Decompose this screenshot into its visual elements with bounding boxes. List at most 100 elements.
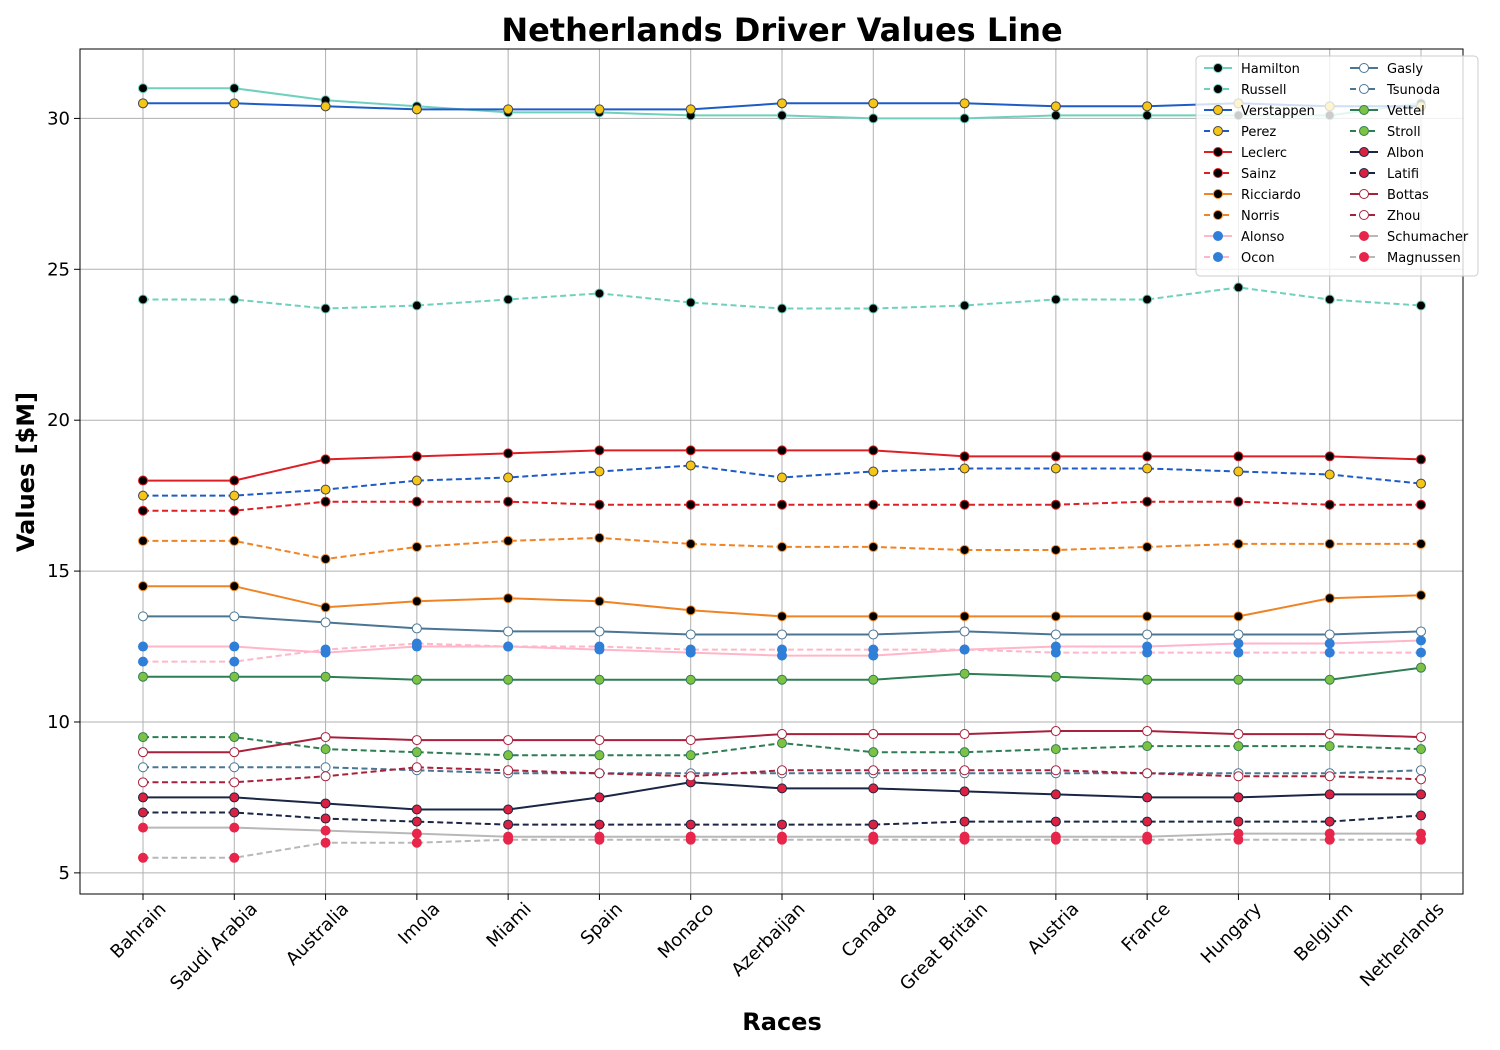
point-gasly-netherlands: [1416, 626, 1426, 637]
point-vettel-imola: [411, 674, 422, 685]
point-perez-canada: [868, 466, 879, 477]
point-magnussen-imola: [411, 837, 422, 848]
point-bottas-great-britain: [959, 729, 970, 740]
series-norris: [138, 532, 1426, 565]
point-ocon-austria: [1050, 647, 1061, 658]
legend-swatch-marker-ricciardo: [1213, 189, 1223, 199]
point-ricciardo-belgium: [1324, 593, 1335, 604]
x-axis-label: Races: [742, 1008, 821, 1036]
point-norris-saudi-arabia: [229, 535, 240, 546]
point-norris-belgium: [1324, 538, 1335, 549]
series-sainz: [138, 496, 1426, 516]
point-norris-austria: [1050, 544, 1061, 555]
point-gasly-great-britain: [959, 626, 970, 637]
point-latifi-monaco: [685, 819, 696, 830]
point-latifi-great-britain: [959, 816, 970, 827]
point-ricciardo-imola: [411, 596, 422, 607]
point-albon-belgium: [1324, 789, 1335, 800]
point-albon-miami: [503, 804, 514, 815]
point-ricciardo-spain: [594, 596, 605, 607]
point-verstappen-miami: [503, 104, 514, 115]
point-bottas-canada: [868, 729, 879, 740]
x-tick-label-monaco: Monaco: [654, 899, 718, 963]
point-ocon-azerbaijan: [777, 644, 787, 655]
x-tick-label-france: France: [1118, 899, 1175, 956]
point-bottas-france: [1142, 726, 1153, 737]
point-stroll-great-britain: [959, 747, 970, 758]
point-gasly-australia: [320, 617, 331, 628]
point-magnussen-bahrain: [138, 852, 148, 863]
point-norris-bahrain: [138, 535, 148, 546]
x-tick-label-australia: Australia: [282, 899, 353, 970]
point-gasly-monaco: [685, 629, 696, 640]
point-latifi-saudi-arabia: [229, 807, 240, 818]
point-vettel-spain: [594, 674, 605, 685]
point-gasly-azerbaijan: [777, 629, 787, 640]
point-alonso-belgium: [1324, 638, 1335, 649]
point-vettel-belgium: [1324, 674, 1335, 685]
legend-swatch-marker-albon: [1359, 147, 1369, 157]
point-sainz-netherlands: [1416, 499, 1426, 510]
point-norris-imola: [411, 541, 422, 552]
point-vettel-hungary: [1233, 674, 1244, 685]
point-verstappen-great-britain: [959, 98, 970, 109]
point-ocon-spain: [594, 641, 605, 652]
point-verstappen-australia: [320, 101, 331, 112]
point-bottas-spain: [594, 735, 605, 746]
point-stroll-imola: [411, 747, 422, 758]
point-latifi-belgium: [1324, 816, 1335, 827]
point-vettel-saudi-arabia: [229, 671, 240, 682]
point-leclerc-belgium: [1324, 451, 1335, 462]
legend-label-tsunoda: Tsunoda: [1386, 83, 1440, 98]
point-magnussen-australia: [320, 837, 331, 848]
point-latifi-spain: [594, 819, 605, 830]
legend-label-vettel: Vettel: [1387, 104, 1425, 119]
point-latifi-azerbaijan: [777, 819, 787, 830]
point-stroll-france: [1142, 741, 1153, 752]
point-hamilton-saudi-arabia: [229, 83, 240, 94]
x-tick-label-great-britain: Great Britain: [896, 899, 992, 995]
point-schumacher-saudi-arabia: [229, 822, 240, 833]
chart-title: Netherlands Driver Values Line: [501, 11, 1062, 49]
series-zhou: [138, 762, 1426, 788]
point-vettel-australia: [320, 671, 331, 682]
point-perez-belgium: [1324, 469, 1335, 480]
point-zhou-bahrain: [138, 777, 148, 788]
point-ocon-miami: [503, 641, 514, 652]
series-vettel: [138, 662, 1426, 685]
point-zhou-australia: [320, 771, 331, 782]
point-norris-monaco: [685, 538, 696, 549]
point-sainz-saudi-arabia: [229, 505, 240, 516]
x-tick-label-miami: Miami: [483, 899, 536, 952]
legend-swatch-marker-schumacher: [1359, 231, 1369, 241]
point-latifi-hungary: [1233, 816, 1244, 827]
series-stroll: [138, 732, 1426, 761]
point-alonso-netherlands: [1416, 635, 1426, 646]
y-tick-label-25: 25: [47, 259, 70, 280]
y-tick-label-10: 10: [47, 712, 70, 733]
legend-label-norris: Norris: [1241, 209, 1280, 224]
point-verstappen-azerbaijan: [777, 98, 787, 109]
point-alonso-hungary: [1233, 638, 1244, 649]
legend-label-magnussen: Magnussen: [1387, 251, 1461, 266]
point-ocon-great-britain: [959, 644, 970, 655]
point-zhou-belgium: [1324, 771, 1335, 782]
point-ocon-hungary: [1233, 647, 1244, 658]
series-russell: [138, 282, 1426, 314]
legend-label-bottas: Bottas: [1387, 188, 1429, 203]
point-ricciardo-saudi-arabia: [229, 581, 240, 592]
point-albon-saudi-arabia: [229, 792, 240, 803]
legend-item-ocon: Ocon: [1204, 251, 1275, 266]
point-vettel-monaco: [685, 674, 696, 685]
point-magnussen-azerbaijan: [777, 834, 787, 845]
point-hamilton-great-britain: [959, 113, 970, 124]
legend-item-stroll: Stroll: [1350, 125, 1421, 140]
point-perez-imola: [411, 475, 422, 486]
point-stroll-belgium: [1324, 741, 1335, 752]
point-latifi-canada: [868, 819, 879, 830]
x-tick-label-netherlands: Netherlands: [1356, 899, 1448, 991]
point-ocon-monaco: [685, 644, 696, 655]
point-perez-austria: [1050, 463, 1061, 474]
point-leclerc-australia: [320, 454, 331, 465]
point-perez-monaco: [685, 460, 696, 471]
